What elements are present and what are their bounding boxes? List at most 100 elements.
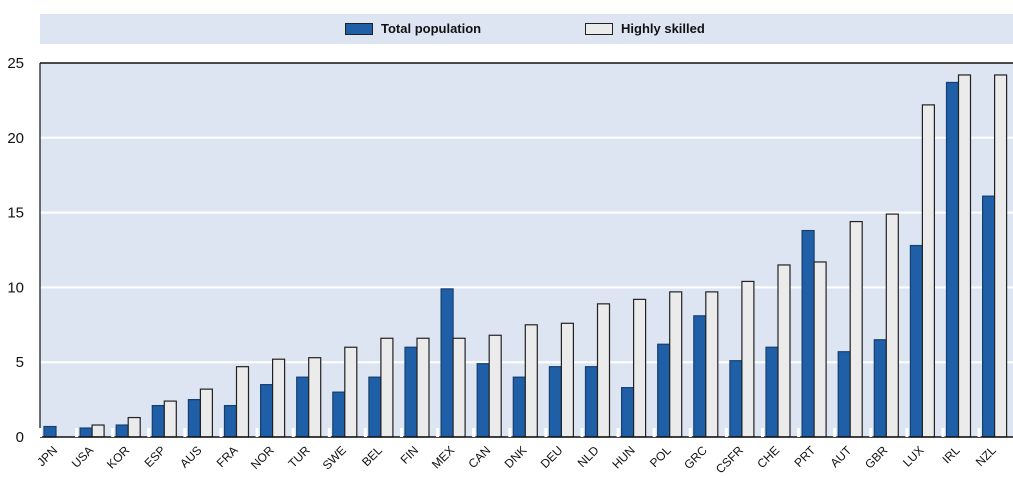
bar-highly-skilled — [91, 424, 105, 438]
bar-total-population — [909, 244, 924, 438]
bar-total-population — [151, 404, 165, 438]
x-tick-mark — [39, 428, 42, 437]
x-tick-mark — [869, 428, 873, 437]
bar-total-population — [296, 376, 310, 438]
x-tick-mark — [400, 428, 403, 437]
x-tick-label: NLD — [575, 443, 602, 470]
bar-highly-skilled — [452, 337, 466, 438]
x-tick-mark — [111, 428, 115, 437]
y-tick-label: 0 — [16, 429, 24, 446]
x-tick-label: CSFR — [713, 443, 746, 476]
bar-highly-skilled — [741, 280, 755, 438]
x-tick-label: AUS — [177, 443, 204, 470]
bar-total-population — [657, 343, 671, 438]
bar-highly-skilled — [705, 291, 719, 438]
bar-highly-skilled — [235, 366, 250, 438]
x-tick-label: CHE — [754, 443, 782, 471]
x-tick-mark — [724, 428, 728, 437]
bar-highly-skilled — [669, 291, 683, 438]
x-tick-mark — [183, 428, 187, 437]
legend-item-skilled: Highly skilled — [585, 21, 705, 36]
bar-total-population — [584, 366, 599, 438]
x-tick-label: SWE — [320, 443, 349, 472]
bar-highly-skilled — [813, 261, 827, 438]
x-tick-mark — [905, 428, 909, 437]
x-tick-label: NZL — [973, 443, 999, 469]
x-tick-mark — [508, 428, 512, 437]
x-tick-mark — [652, 428, 656, 437]
bar-highly-skilled — [849, 220, 863, 438]
x-tick-mark — [436, 428, 440, 437]
legend-item-total: Total population — [345, 21, 481, 36]
x-tick-mark — [941, 428, 945, 437]
bar-total-population — [765, 346, 779, 438]
x-tick-label: PRT — [791, 443, 818, 470]
bar-highly-skilled — [488, 334, 502, 438]
y-tick-label: 15 — [7, 205, 24, 222]
x-tick-mark — [219, 428, 223, 437]
bar-highly-skilled — [885, 213, 899, 438]
bar-total-population — [729, 360, 743, 438]
x-tick-label: AUT — [827, 443, 854, 470]
x-tick-mark — [472, 428, 476, 437]
bar-highly-skilled — [416, 337, 430, 438]
x-tick-mark — [797, 428, 801, 437]
x-tick-mark — [255, 428, 259, 437]
bar-total-population — [801, 229, 815, 438]
bar-total-population — [260, 384, 274, 438]
x-tick-mark — [363, 428, 367, 437]
bar-total-population — [187, 399, 201, 438]
bar-total-population — [43, 425, 57, 438]
bar-highly-skilled — [163, 400, 177, 438]
x-tick-label: GBR — [862, 443, 891, 472]
bar-highly-skilled — [957, 74, 972, 438]
x-tick-mark — [544, 428, 548, 437]
bar-total-population — [404, 346, 418, 438]
x-tick-label: HUN — [609, 443, 637, 471]
x-tick-label: KOR — [104, 443, 133, 472]
bar-highly-skilled — [272, 358, 286, 438]
bar-total-population — [476, 363, 490, 438]
bar-highly-skilled — [632, 298, 647, 438]
bar-total-population — [837, 351, 851, 438]
bar-total-population — [873, 339, 887, 438]
bar-highly-skilled — [993, 74, 1008, 438]
bar-highly-skilled — [921, 104, 936, 438]
bar-total-population — [512, 376, 526, 438]
bar-total-population — [79, 427, 93, 438]
legend: Total population Highly skilled — [40, 14, 1013, 44]
legend-label-total: Total population — [381, 21, 482, 36]
bar-highly-skilled — [596, 303, 611, 438]
x-tick-label: FRA — [214, 443, 241, 470]
legend-label-skilled: Highly skilled — [621, 21, 705, 36]
x-tick-mark — [833, 428, 837, 437]
x-tick-label: LUX — [900, 443, 926, 469]
bar-total-population — [693, 315, 707, 438]
x-tick-mark — [580, 428, 584, 437]
x-tick-label: JPN — [34, 443, 60, 469]
x-tick-label: POL — [647, 443, 674, 470]
x-tick-label: MEX — [429, 443, 457, 471]
x-tick-label: TUR — [285, 443, 313, 471]
bar-highly-skilled — [380, 337, 394, 438]
bar-total-population — [223, 404, 238, 438]
x-tick-label: CAN — [466, 443, 494, 471]
legend-swatch-skilled — [585, 22, 613, 35]
x-tick-mark — [616, 428, 620, 437]
x-tick-mark — [688, 428, 692, 437]
bar-highly-skilled — [308, 357, 322, 438]
x-tick-label: BEL — [359, 443, 385, 469]
x-tick-mark — [75, 428, 79, 437]
bar-total-population — [620, 387, 635, 438]
bar-highly-skilled — [127, 416, 141, 438]
x-tick-label: IRL — [940, 443, 963, 466]
y-tick-label: 25 — [7, 55, 24, 72]
x-tick-mark — [147, 428, 151, 437]
bar-total-population — [945, 81, 960, 438]
bar-highly-skilled — [777, 264, 791, 438]
bar-total-population — [548, 366, 563, 438]
bar-highly-skilled — [199, 388, 213, 438]
x-tick-mark — [977, 428, 981, 437]
bar-highly-skilled — [524, 324, 538, 438]
